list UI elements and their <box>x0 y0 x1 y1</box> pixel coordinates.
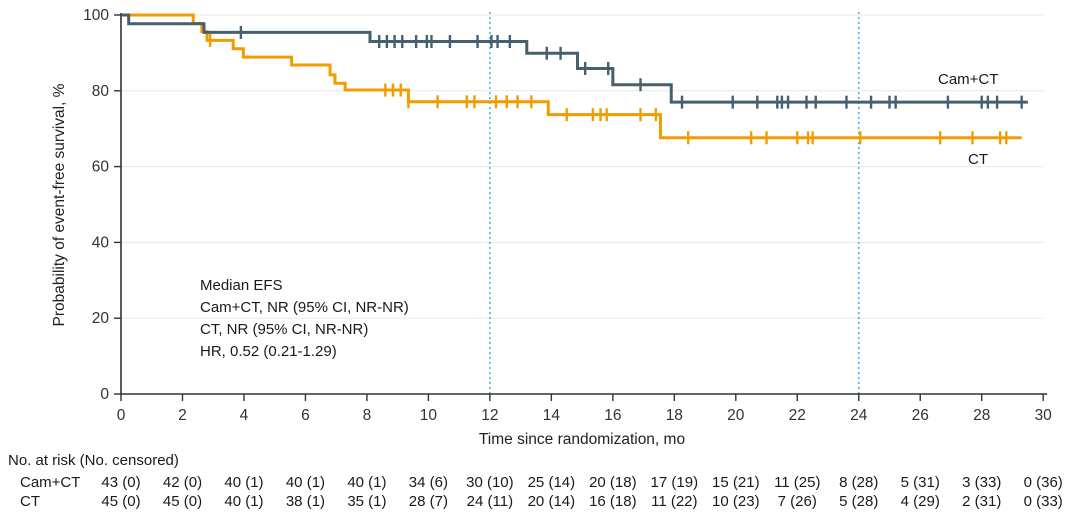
risk-cell: 3 (33) <box>962 474 1001 491</box>
series-label-ct: CT <box>968 151 988 168</box>
risk-cell: 28 (7) <box>409 493 448 510</box>
y-tick-label: 20 <box>92 310 110 327</box>
risk-cell: 40 (1) <box>224 493 263 510</box>
y-tick-label: 0 <box>100 386 109 403</box>
risk-cell: 40 (1) <box>286 474 325 491</box>
x-tick-label: 8 <box>363 407 372 424</box>
risk-cell: 35 (1) <box>347 493 386 510</box>
annotation-line-1: Median EFS <box>200 277 283 294</box>
axis-ticks <box>114 14 1044 401</box>
x-tick-label: 10 <box>420 407 438 424</box>
survival-curves <box>121 13 1028 140</box>
risk-cell: 2 (31) <box>962 493 1001 510</box>
annotation-line-2: Cam+CT, NR (95% CI, NR-NR) <box>200 299 409 316</box>
y-tick-label: 60 <box>92 159 110 176</box>
risk-cell: 0 (33) <box>1024 493 1063 510</box>
risk-cell: 15 (21) <box>712 474 760 491</box>
risk-cell: 16 (18) <box>589 493 637 510</box>
gridlines <box>121 14 1044 319</box>
x-tick-label: 30 <box>1035 407 1053 424</box>
risk-cell: 4 (29) <box>901 493 940 510</box>
risk-cell: 30 (10) <box>466 474 514 491</box>
risk-cell: 42 (0) <box>163 474 202 491</box>
x-tick-label: 28 <box>973 407 990 424</box>
x-tick-label: 22 <box>789 407 806 424</box>
x-tick-label: 18 <box>666 407 683 424</box>
x-tick-label: 0 <box>117 407 126 424</box>
median-efs-annotation: Median EFS Cam+CT, NR (95% CI, NR-NR) CT… <box>200 277 409 360</box>
reference-lines <box>489 12 860 394</box>
y-tick-label: 80 <box>92 83 110 100</box>
risk-cell: 45 (0) <box>163 493 202 510</box>
risk-cell: 24 (11) <box>467 493 513 510</box>
annotation-line-3: CT, NR (95% CI, NR-NR) <box>200 321 368 338</box>
risk-cell: 20 (14) <box>528 493 576 510</box>
risk-cell: 40 (1) <box>224 474 263 491</box>
x-tick-label: 2 <box>178 407 187 424</box>
curve-cam-ct <box>121 13 1028 104</box>
risk-cell: 5 (28) <box>839 493 878 510</box>
risk-cell: 7 (26) <box>778 493 817 510</box>
risk-cell: 0 (36) <box>1024 474 1063 491</box>
risk-cell: 25 (14) <box>528 474 576 491</box>
y-tick-label: 100 <box>83 7 109 24</box>
risk-cell: 11 (22) <box>651 493 697 510</box>
risk-cell: 11 (25) <box>774 474 820 491</box>
risk-cell: 43 (0) <box>101 474 140 491</box>
risk-table: Cam+CT 43 (0) 42 (0) 40 (1) 40 (1) 40 (1) 34 (… <box>20 474 1063 510</box>
x-tick-label: 26 <box>912 407 929 424</box>
risk-cell: 45 (0) <box>101 493 140 510</box>
x-tick-label: 20 <box>727 407 745 424</box>
risk-cell: 38 (1) <box>286 493 325 510</box>
x-tick-label: 14 <box>543 407 561 424</box>
risk-table-title: No. at risk (No. censored) <box>8 452 179 469</box>
x-tick-label: 24 <box>850 407 868 424</box>
x-tick-label: 6 <box>301 407 310 424</box>
x-tick-label: 12 <box>481 407 498 424</box>
risk-cell: 10 (23) <box>712 493 760 510</box>
annotation-line-4: HR, 0.52 (0.21-1.29) <box>200 343 337 360</box>
risk-cell: 5 (31) <box>901 474 940 491</box>
risk-row-label: Cam+CT <box>20 474 80 491</box>
x-tick-label: 16 <box>604 407 621 424</box>
risk-cell: 17 (19) <box>651 474 699 491</box>
x-tick-label: 4 <box>240 407 249 424</box>
risk-cell: 20 (18) <box>589 474 637 491</box>
risk-row-label: CT <box>20 493 40 510</box>
x-axis-title: Time since randomization, mo <box>479 431 685 448</box>
y-axis-title: Probability of event-free survival, % <box>51 83 68 326</box>
y-tick-label: 40 <box>92 234 110 251</box>
risk-cell: 40 (1) <box>347 474 386 491</box>
censor-marks <box>208 25 1023 145</box>
risk-cell: 8 (28) <box>839 474 878 491</box>
series-label-cam-ct: Cam+CT <box>938 71 998 88</box>
risk-cell: 34 (6) <box>409 474 448 491</box>
